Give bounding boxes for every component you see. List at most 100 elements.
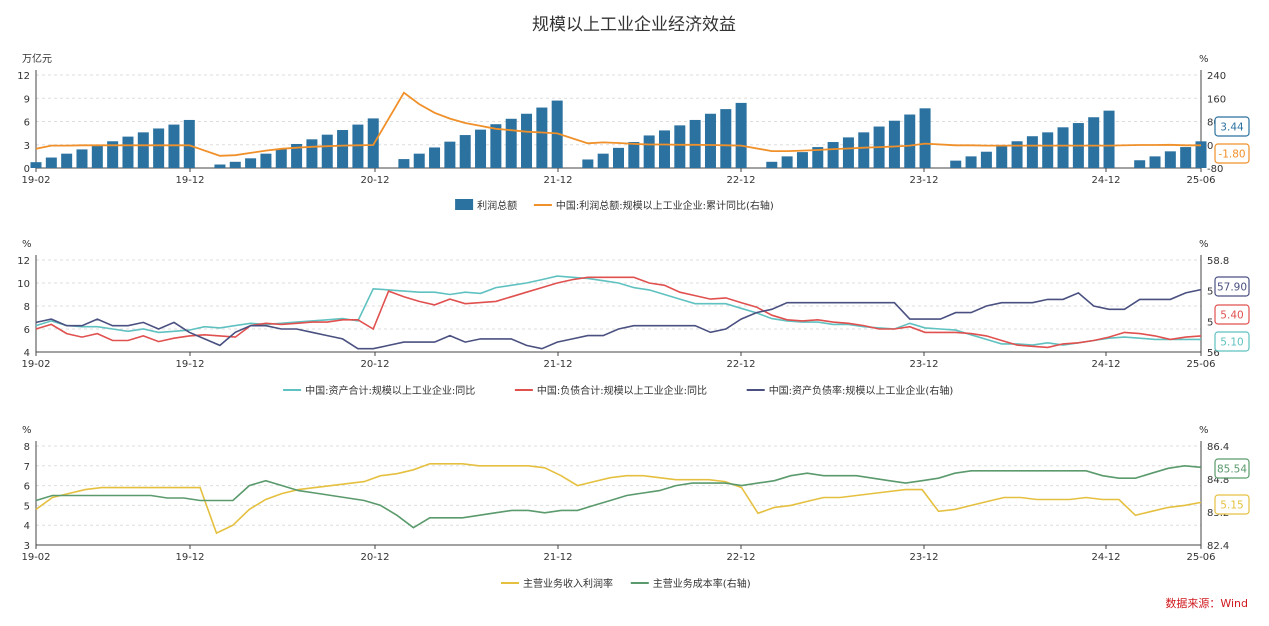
x-tick-label: 19-02 — [21, 175, 50, 186]
profit-bar — [766, 161, 778, 168]
profit-bar — [1026, 136, 1038, 168]
right-tick-label: 86.4 — [1207, 442, 1229, 453]
profit-bar — [183, 119, 195, 168]
profit-bar — [796, 152, 808, 168]
profit-bar — [1011, 141, 1023, 168]
right-tick-label: 240 — [1207, 71, 1226, 82]
right-axis-unit: % — [1199, 54, 1209, 65]
right-tick-label: 82.4 — [1207, 541, 1229, 552]
legend-label: 主营业务收入利润率 — [523, 577, 613, 590]
x-tick-label: 19-12 — [175, 552, 204, 563]
profit-bar — [1088, 117, 1100, 168]
left-tick-label: 6 — [24, 482, 30, 493]
profit-bar — [735, 102, 747, 168]
profit-bar — [30, 162, 42, 168]
end-value-label: 57.90 — [1217, 282, 1247, 294]
end-value-box — [1214, 276, 1250, 297]
profit-bar — [812, 147, 824, 168]
profit-bar — [582, 159, 594, 168]
x-tick-label: 25-06 — [1186, 359, 1215, 370]
legend-label: 中国:利润总额:规模以上工业企业:累计同比(右轴) — [556, 199, 774, 212]
profit-bar — [490, 124, 502, 168]
profit-bar — [444, 141, 456, 168]
profit-bar — [429, 147, 441, 168]
profit-bar — [245, 158, 257, 168]
profit-bar — [168, 124, 180, 168]
panel-margins: 34567882.483.284.886.4%%19-0219-1220-122… — [21, 425, 1250, 590]
left-tick-label: 12 — [17, 71, 30, 82]
profit-bar — [1195, 141, 1207, 168]
profit-bar — [720, 109, 732, 168]
x-tick-label: 25-06 — [1186, 175, 1215, 186]
profit-bar — [413, 153, 425, 168]
profit-bar — [827, 142, 839, 168]
x-tick-label: 21-12 — [543, 175, 572, 186]
profit-bar — [1164, 151, 1176, 168]
right-tick-label: 58.8 — [1207, 256, 1229, 267]
profit-bar — [337, 130, 349, 168]
profit-bar — [229, 161, 241, 168]
profit-bar — [107, 141, 119, 168]
right-tick-label: -80 — [1207, 164, 1223, 175]
profit-bar — [137, 132, 149, 168]
profit-bar — [321, 134, 333, 168]
left-tick-label: 3 — [24, 141, 30, 152]
profit-bar — [1057, 127, 1069, 168]
left-tick-label: 0 — [24, 164, 30, 175]
profit-bar — [291, 143, 303, 168]
left-tick-label: 8 — [24, 442, 30, 453]
profit-bar — [260, 153, 272, 168]
legend-label: 中国:资产负债率:规模以上工业企业(右轴) — [769, 384, 954, 397]
right-tick-label: 56 — [1207, 348, 1220, 359]
profit-bar — [674, 125, 686, 168]
profit-bar — [91, 145, 103, 168]
legend-label: 利润总额 — [477, 199, 517, 212]
profit-bar — [275, 148, 287, 168]
panel-profit: 0 3 6 9 12 -80 0 80 160 240 万亿元 % 19-02 19-12 20-12 21-… — [17, 52, 1250, 212]
profit-bar — [980, 151, 992, 168]
right-tick-label: 80 — [1207, 118, 1220, 129]
right-tick-label: 5 — [1207, 317, 1213, 328]
right-tick-label: 5 — [1207, 287, 1213, 298]
left-tick-label: 4 — [24, 521, 30, 532]
right-axis-unit: % — [1199, 425, 1209, 436]
end-value-box — [1214, 494, 1250, 515]
end-value-box — [1214, 143, 1250, 164]
profit-bar — [505, 118, 517, 168]
right-tick-label: 160 — [1207, 94, 1226, 105]
profit-bar — [459, 135, 471, 168]
profit-bar — [613, 147, 624, 168]
profit-bar — [521, 113, 533, 168]
chart-title: 规模以上工业企业经济效益 — [532, 15, 736, 35]
end-value-label: 5.40 — [1220, 310, 1243, 322]
data-source: 数据来源：Wind — [1165, 596, 1248, 610]
profit-bar — [306, 139, 318, 168]
left-tick-label: 3 — [24, 541, 30, 552]
x-tick-label: 23-12 — [909, 359, 938, 370]
profit-bar — [842, 137, 854, 168]
x-tick-label: 22-12 — [726, 552, 755, 563]
profit-bar — [965, 156, 977, 168]
x-tick-label: 19-12 — [175, 175, 204, 186]
end-value-label: 3.44 — [1220, 122, 1244, 134]
series-line — [35, 276, 1202, 349]
x-tick-label: 19-12 — [175, 359, 204, 370]
profit-bar — [122, 136, 134, 168]
left-tick-label: 8 — [24, 302, 30, 313]
x-tick-label: 24-12 — [1091, 552, 1120, 563]
x-tick-label: 22-12 — [726, 175, 755, 186]
profit-bar — [76, 149, 88, 168]
profit-bar — [904, 114, 916, 168]
profit-bar — [643, 135, 655, 168]
x-tick-label: 24-12 — [1091, 359, 1120, 370]
profit-bar — [1149, 156, 1161, 168]
series-line — [35, 464, 1202, 529]
left-tick-label: 6 — [24, 325, 30, 336]
left-axis-unit: % — [22, 425, 32, 436]
end-value-label: -1.80 — [1218, 149, 1245, 161]
profit-bar — [214, 164, 226, 168]
profit-bar — [888, 120, 900, 168]
profit-growth-line — [35, 91, 1201, 157]
profit-bar — [1134, 160, 1146, 168]
